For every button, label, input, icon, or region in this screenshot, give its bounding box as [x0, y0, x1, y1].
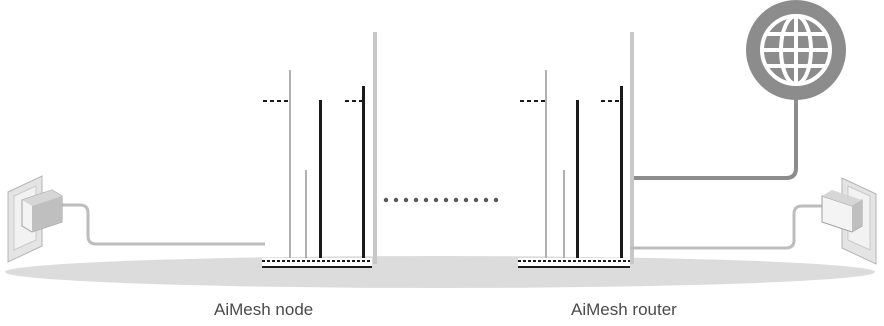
power-adapter-icon: [21, 189, 63, 233]
router-icon: [262, 32, 377, 268]
router-icon: [518, 32, 634, 268]
internet-cable: [634, 96, 798, 180]
aimesh-router-label: AiMesh router: [571, 300, 677, 319]
router-power-cable: [630, 204, 822, 250]
aimesh-node-label: AiMesh node: [214, 300, 314, 319]
wireless-link-dots-icon: [383, 197, 499, 203]
power-adapter-icon: [821, 190, 863, 233]
node-power-cable: [62, 203, 265, 246]
globe-icon: [746, 0, 846, 100]
floor-shadow: [5, 256, 875, 288]
